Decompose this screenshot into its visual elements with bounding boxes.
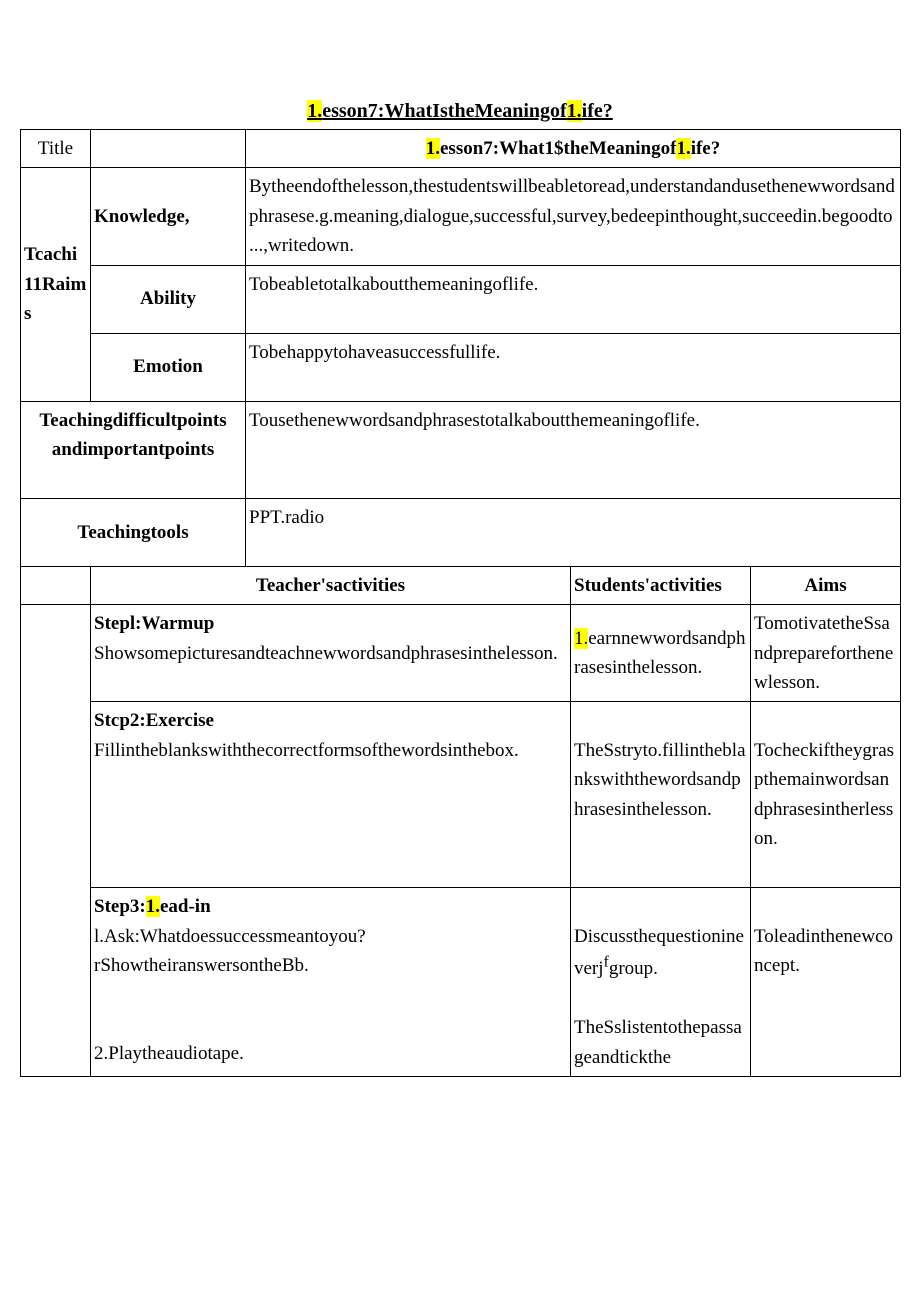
- table-row: Title 1.esson7:What1$theMeaningof1.ife?: [21, 130, 901, 168]
- step3-students-line1: Discussthequestionineverjfgroup.: [574, 926, 744, 980]
- table-row: Stcp2:Exercise Fillintheblankswiththecor…: [21, 702, 901, 888]
- tools-text: PPT.radio: [249, 507, 324, 528]
- table-row: Step3:1.ead-in l.Ask:Whatdoessuccessmean…: [21, 888, 901, 1077]
- tools-text-cell: PPT.radio: [246, 498, 901, 566]
- title-hl-2: 1.: [567, 100, 582, 122]
- students-header-cell: Students'activities: [571, 566, 751, 604]
- difficult-text-cell: Tousethenewwordsandphrasestotalkaboutthe…: [246, 401, 901, 498]
- table-row: Stepl:Warmup Showsomepicturesandteachnew…: [21, 605, 901, 702]
- step3-teacher-cell: Step3:1.ead-in l.Ask:Whatdoessuccessmean…: [91, 888, 571, 1077]
- table-row: Tcachi 11Raims Knowledge, Bytheendofthel…: [21, 168, 901, 265]
- difficult-text: Tousethenewwordsandphrasestotalkaboutthe…: [249, 410, 700, 431]
- title-text-1: esson7:WhatIstheMeaningof: [322, 100, 566, 122]
- step3-students-cell: Discussthequestionineverjfgroup. TheSsli…: [571, 888, 751, 1077]
- difficult-label-cell: Teachingdifficultpoints andimportantpoin…: [21, 401, 246, 498]
- title-value-cell: 1.esson7:What1$theMeaningof1.ife?: [246, 130, 901, 168]
- step1-aims-cell: TomotivatetheSsandprepareforthenewlesson…: [751, 605, 901, 702]
- title-value-hl-2: 1.: [676, 138, 690, 159]
- ability-text-cell: Tobeabletotalkaboutthemeaningoflife.: [246, 265, 901, 333]
- table-row: Teacher'sactivities Students'activities …: [21, 566, 901, 604]
- emotion-text-cell: Tobehappytohaveasuccessfullife.: [246, 333, 901, 401]
- step3-students-line2: TheSslistentothepassageandtickthe: [574, 1017, 742, 1067]
- step2-students-cell: TheSstryto.fillintheblankswiththewordsan…: [571, 702, 751, 888]
- step3-teacher-line1: l.Ask:Whatdoessuccessmeantoyou?rShowthei…: [94, 926, 366, 976]
- ability-text: Tobeabletotalkaboutthemeaningoflife.: [249, 274, 538, 295]
- step3-head: Step3:1.ead-in: [94, 896, 211, 917]
- aims-col-header-cell: Aims: [751, 566, 901, 604]
- title-empty-cell: [91, 130, 246, 168]
- step2-head: Stcp2:Exercise: [94, 710, 214, 731]
- page-title: 1.esson7:WhatIstheMeaningof1.ife?: [20, 100, 900, 123]
- step2-aims-text: Tocheckiftheygraspthemainwordsandphrases…: [754, 740, 894, 849]
- title-value-text-1: esson7:What1$theMeaningof: [440, 138, 676, 159]
- lesson-table: Title 1.esson7:What1$theMeaningof1.ife? …: [20, 129, 901, 1077]
- step2-aims-cell: Tocheckiftheygraspthemainwordsandphrases…: [751, 702, 901, 888]
- step1-teacher-cell: Stepl:Warmup Showsomepicturesandteachnew…: [91, 605, 571, 702]
- ability-label-cell: Ability: [91, 265, 246, 333]
- knowledge-text-cell: Bytheendofthelesson,thestudentswillbeabl…: [246, 168, 901, 265]
- title-value-text-2: ife?: [691, 138, 721, 159]
- step2-students-text: TheSstryto.fillintheblankswiththewordsan…: [574, 740, 746, 820]
- table-row: Emotion Tobehappytohaveasuccessfullife.: [21, 333, 901, 401]
- tools-label-cell: Teachingtools: [21, 498, 246, 566]
- step1-teacher-text: Showsomepicturesandteachnewwordsandphras…: [94, 643, 558, 664]
- emotion-label-cell: Emotion: [91, 333, 246, 401]
- activity-empty-cell: [21, 566, 91, 604]
- emotion-text: Tobehappytohaveasuccessfullife.: [249, 342, 500, 363]
- title-value-hl-1: 1.: [426, 138, 440, 159]
- step3-aims-cell: Toleadinthenewconcept.: [751, 888, 901, 1077]
- title-label-cell: Title: [21, 130, 91, 168]
- teacher-header-cell: Teacher'sactivities: [91, 566, 571, 604]
- table-row: Teachingtools PPT.radio: [21, 498, 901, 566]
- table-row: Ability Tobeabletotalkaboutthemeaningofl…: [21, 265, 901, 333]
- step2-teacher-text: Fillintheblankswiththecorrectformsofthew…: [94, 740, 519, 761]
- aims-header-cell: Tcachi 11Raims: [21, 168, 91, 401]
- step1-students-hl: 1.: [574, 628, 588, 649]
- title-hl-1: 1.: [307, 100, 322, 122]
- table-row: Teachingdifficultpoints andimportantpoin…: [21, 401, 901, 498]
- title-text-2: ife?: [582, 100, 613, 122]
- step3-aims-text: Toleadinthenewconcept.: [754, 926, 893, 976]
- step1-students-cell: 1.earnnewwordsandphrasesinthelesson.: [571, 605, 751, 702]
- steps-left-cell: [21, 605, 91, 1077]
- knowledge-label-cell: Knowledge,: [91, 168, 246, 265]
- step2-teacher-cell: Stcp2:Exercise Fillintheblankswiththecor…: [91, 702, 571, 888]
- step3-teacher-line2: 2.Playtheaudiotape.: [94, 1043, 244, 1064]
- step1-students-text: earnnewwordsandphrasesinthelesson.: [574, 628, 745, 678]
- step1-head: Stepl:Warmup: [94, 613, 214, 634]
